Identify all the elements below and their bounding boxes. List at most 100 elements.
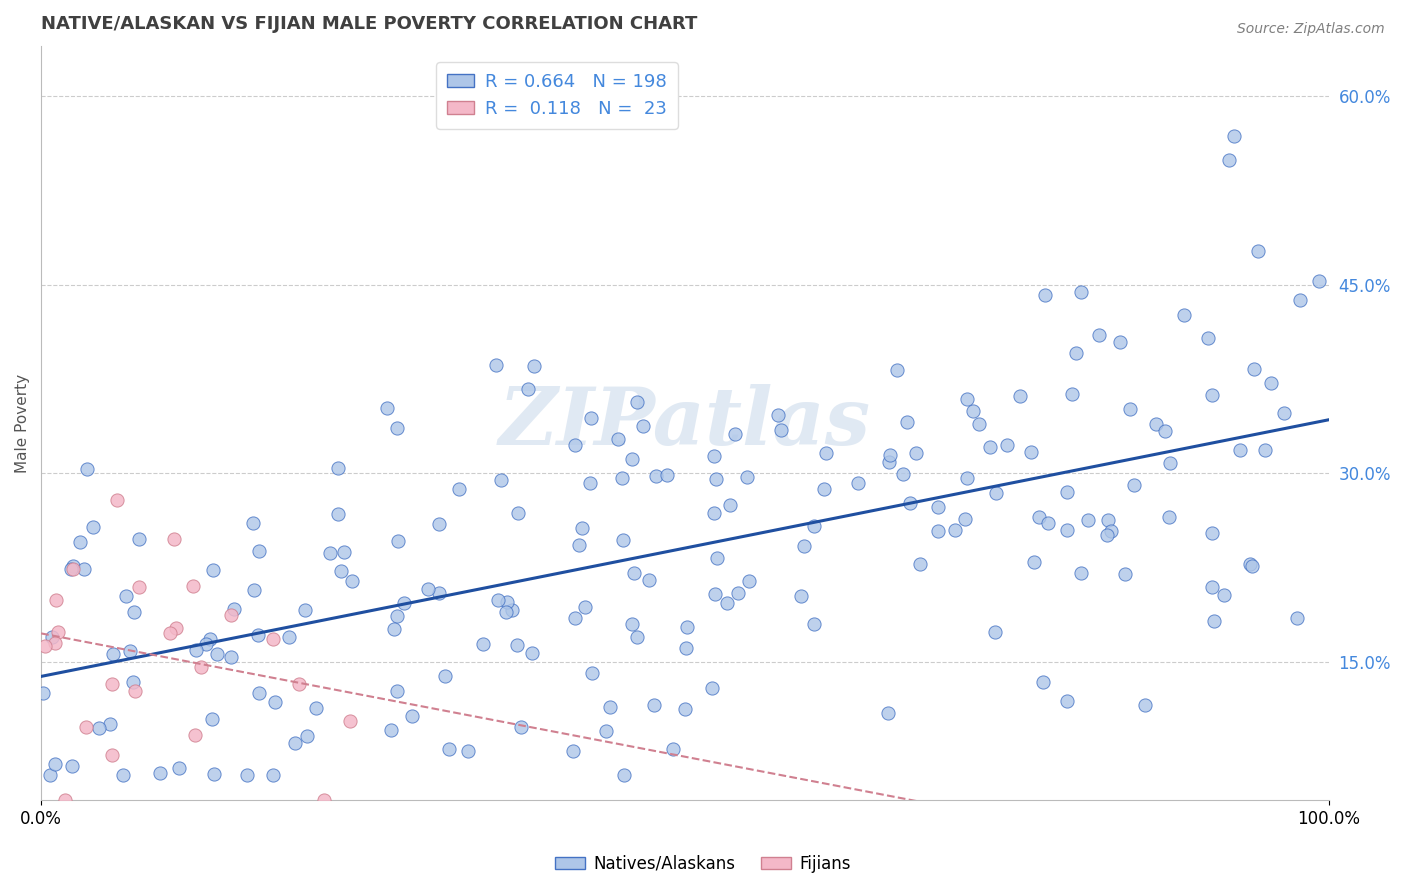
Point [159,626,181,640]
Point [128,581,150,595]
Point [434,668,457,682]
Point [561,743,583,757]
Point [704,587,727,601]
Point [447,482,470,496]
Point [986,486,1008,500]
Point [815,446,838,460]
Point [1060,387,1083,401]
Point [34,639,56,653]
Point [329,564,352,578]
Point [149,765,172,780]
Point [673,702,696,716]
Point [1077,513,1099,527]
Point [626,630,648,644]
Legend: R = 0.664   N = 198, R =  0.118   N =  23: R = 0.664 N = 198, R = 0.118 N = 23 [436,62,678,129]
Text: ZIPatlas: ZIPatlas [499,384,870,462]
Point [1028,509,1050,524]
Point [115,589,138,603]
Point [1122,477,1144,491]
Point [1202,614,1225,628]
Point [633,419,655,434]
Point [1229,442,1251,457]
Point [387,609,409,624]
Point [326,507,349,521]
Point [1173,308,1195,322]
Point [41,630,63,644]
Point [1153,425,1175,439]
Point [472,636,495,650]
Point [98,717,121,731]
Point [486,592,509,607]
Point [59,562,82,576]
Point [610,471,633,485]
Point [186,643,208,657]
Point [803,616,825,631]
Point [1201,388,1223,402]
Point [87,721,110,735]
Point [768,408,790,422]
Point [495,605,517,619]
Point [655,468,678,483]
Point [439,741,461,756]
Point [613,768,636,782]
Point [523,359,546,374]
Point [82,519,104,533]
Point [1223,128,1246,143]
Point [1038,516,1060,531]
Point [643,698,665,712]
Point [770,423,793,437]
Point [1019,445,1042,459]
Point [509,720,531,734]
Point [380,723,402,737]
Point [236,768,259,782]
Point [790,589,813,603]
Point [427,516,450,531]
Point [607,433,630,447]
Point [1099,524,1122,539]
Point [579,411,602,425]
Point [662,742,685,756]
Point [39,768,62,782]
Point [62,559,84,574]
Point [457,744,479,758]
Point [1024,555,1046,569]
Point [1097,528,1119,542]
Point [1146,417,1168,431]
Point [568,537,591,551]
Point [506,638,529,652]
Point [517,382,540,396]
Point [44,635,66,649]
Point [247,685,270,699]
Point [626,395,648,409]
Point [1308,274,1330,288]
Point [1239,557,1261,571]
Point [1241,558,1264,573]
Y-axis label: Male Poverty: Male Poverty [15,374,30,473]
Point [1133,698,1156,713]
Point [581,666,603,681]
Point [896,416,918,430]
Point [1260,376,1282,391]
Point [716,596,738,610]
Point [122,675,145,690]
Point [122,605,145,619]
Point [120,643,142,657]
Point [501,603,523,617]
Point [579,475,602,490]
Point [207,647,229,661]
Point [956,471,979,485]
Point [375,401,398,416]
Legend: Natives/Alaskans, Fijians: Natives/Alaskans, Fijians [548,848,858,880]
Point [342,574,364,588]
Point [1272,406,1295,420]
Point [675,640,697,655]
Point [247,543,270,558]
Point [101,677,124,691]
Point [385,420,408,434]
Point [1118,402,1140,417]
Point [967,417,990,431]
Point [305,701,328,715]
Text: NATIVE/ALASKAN VS FIJIAN MALE POVERTY CORRELATION CHART: NATIVE/ALASKAN VS FIJIAN MALE POVERTY CO… [41,15,697,33]
Point [1213,588,1236,602]
Point [1197,331,1219,345]
